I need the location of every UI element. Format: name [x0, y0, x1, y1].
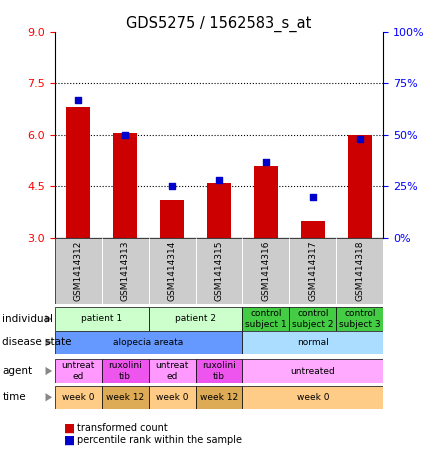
- Text: GSM1414314: GSM1414314: [168, 241, 177, 301]
- Bar: [148, 307, 243, 331]
- Text: time: time: [2, 392, 26, 402]
- Text: GSM1414312: GSM1414312: [74, 241, 83, 301]
- Bar: [301, 221, 325, 238]
- Bar: [243, 331, 383, 354]
- Text: GSM1414317: GSM1414317: [308, 241, 318, 301]
- Text: disease state: disease state: [2, 337, 72, 347]
- Text: individual: individual: [2, 314, 53, 324]
- Bar: [148, 386, 195, 409]
- Bar: [160, 200, 184, 238]
- Bar: [102, 386, 148, 409]
- Bar: [290, 238, 336, 304]
- Bar: [243, 307, 290, 331]
- Bar: [336, 307, 383, 331]
- Text: untreat
ed: untreat ed: [155, 361, 189, 381]
- Text: week 12: week 12: [200, 393, 238, 402]
- Point: [309, 193, 316, 200]
- Bar: [243, 238, 290, 304]
- Bar: [195, 386, 243, 409]
- Bar: [55, 386, 102, 409]
- Text: week 0: week 0: [156, 393, 188, 402]
- Text: GSM1414318: GSM1414318: [355, 241, 364, 301]
- Text: control
subject 1: control subject 1: [245, 309, 287, 328]
- Point: [169, 183, 176, 190]
- Bar: [55, 331, 243, 354]
- Bar: [336, 238, 383, 304]
- Polygon shape: [46, 315, 52, 323]
- Polygon shape: [46, 393, 52, 401]
- Text: ruxolini
tib: ruxolini tib: [108, 361, 142, 381]
- Text: ■: ■: [64, 422, 74, 434]
- Bar: [348, 135, 371, 238]
- Bar: [254, 166, 278, 238]
- Bar: [55, 307, 148, 331]
- Bar: [113, 133, 137, 238]
- Point: [356, 135, 363, 143]
- Bar: [290, 307, 336, 331]
- Text: untreated: untreated: [290, 366, 335, 376]
- Text: patient 1: patient 1: [81, 314, 122, 323]
- Text: week 12: week 12: [106, 393, 144, 402]
- Text: week 0: week 0: [297, 393, 329, 402]
- Bar: [207, 183, 231, 238]
- Text: percentile rank within the sample: percentile rank within the sample: [77, 435, 242, 445]
- Text: GSM1414316: GSM1414316: [261, 241, 270, 301]
- Bar: [243, 359, 383, 383]
- Bar: [243, 386, 383, 409]
- Text: week 0: week 0: [62, 393, 95, 402]
- Text: normal: normal: [297, 338, 329, 347]
- Text: GSM1414313: GSM1414313: [120, 241, 130, 301]
- Text: ■: ■: [64, 434, 74, 447]
- Text: control
subject 3: control subject 3: [339, 309, 381, 328]
- Text: agent: agent: [2, 366, 32, 376]
- Point: [75, 96, 82, 103]
- Point: [262, 158, 269, 165]
- Point: [215, 177, 223, 184]
- Bar: [195, 359, 243, 383]
- Text: untreat
ed: untreat ed: [61, 361, 95, 381]
- Text: GSM1414315: GSM1414315: [215, 241, 223, 301]
- Bar: [148, 359, 195, 383]
- Point: [122, 131, 129, 139]
- Text: patient 2: patient 2: [175, 314, 216, 323]
- Bar: [55, 359, 102, 383]
- Bar: [55, 238, 102, 304]
- Text: ruxolini
tib: ruxolini tib: [202, 361, 236, 381]
- Text: transformed count: transformed count: [77, 423, 167, 433]
- Text: alopecia areata: alopecia areata: [113, 338, 184, 347]
- Bar: [67, 107, 90, 238]
- Title: GDS5275 / 1562583_s_at: GDS5275 / 1562583_s_at: [126, 15, 312, 32]
- Polygon shape: [46, 367, 52, 375]
- Bar: [102, 238, 148, 304]
- Bar: [148, 238, 195, 304]
- Bar: [102, 359, 148, 383]
- Polygon shape: [46, 338, 52, 347]
- Bar: [195, 238, 243, 304]
- Text: control
subject 2: control subject 2: [292, 309, 334, 328]
